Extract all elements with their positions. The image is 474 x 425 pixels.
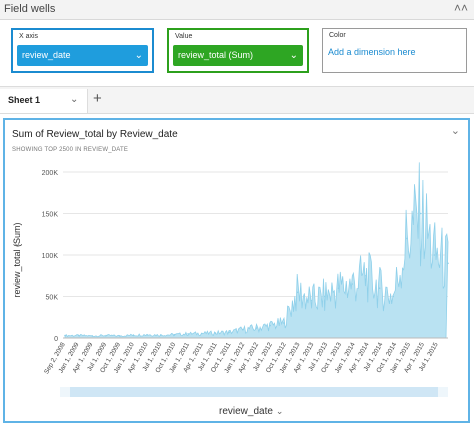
data-point — [77, 334, 80, 337]
data-point — [337, 287, 340, 289]
value-well-label: Value — [175, 33, 193, 40]
x-axis-well[interactable]: X axis review_date ⌄ — [11, 28, 154, 73]
data-point — [419, 212, 422, 215]
data-point — [310, 299, 313, 302]
data-point — [132, 334, 135, 336]
data-point — [118, 335, 121, 337]
visual-subtitle: SHOWING TOP 2500 IN REVIEW_DATE — [12, 147, 129, 153]
data-point — [146, 333, 148, 336]
chevron-down-icon[interactable]: ⌄ — [450, 125, 460, 137]
color-well-label: Color — [329, 32, 346, 39]
value-well[interactable]: Value review_total (Sum) ⌄ — [167, 28, 309, 73]
data-point — [269, 324, 271, 327]
data-point — [406, 237, 408, 240]
y-tick-label: 100K — [42, 253, 59, 260]
y-tick-label: 50K — [46, 295, 59, 302]
color-well[interactable]: Color Add a dimension here — [322, 28, 467, 73]
x-axis-field-label[interactable]: review_date ⌄ — [219, 406, 283, 417]
data-point — [242, 328, 244, 331]
data-point — [283, 322, 285, 324]
collapse-icon[interactable]: ˄˄ — [453, 1, 468, 15]
data-point — [173, 333, 176, 336]
field-wells-header[interactable]: Field wells ˄˄ — [0, 0, 474, 20]
data-point — [365, 274, 367, 277]
x-axis-well-label: X axis — [19, 33, 39, 40]
data-point — [200, 332, 203, 335]
data-point — [433, 254, 436, 256]
data-point — [296, 291, 299, 294]
y-tick-label: 0 — [54, 336, 58, 343]
y-axis-chevron-icon[interactable]: ⌄ — [13, 238, 22, 249]
data-point — [159, 334, 162, 336]
data-point — [105, 334, 107, 337]
chart-scrollbar[interactable] — [60, 387, 448, 397]
chevron-down-icon[interactable]: ⌄ — [275, 406, 284, 416]
sheet-tab-bar: Sheet 1 ⌄ + — [0, 86, 474, 114]
chart-scrollbar-thumb[interactable] — [70, 387, 438, 397]
value-field-pill[interactable]: review_total (Sum) ⌄ — [173, 45, 303, 66]
data-point — [187, 333, 189, 335]
data-point — [228, 331, 230, 333]
tab-sheet-1[interactable]: Sheet 1 ⌄ — [0, 89, 88, 113]
value-field-name: review_total (Sum) — [178, 50, 254, 60]
chevron-down-icon[interactable]: ⌄ — [70, 94, 79, 105]
add-sheet-button[interactable]: + — [93, 90, 102, 107]
data-point — [214, 332, 217, 334]
visual-title: Sum of Review_total by Review_date — [12, 129, 178, 140]
field-wells: X axis review_date ⌄ Value review_total … — [0, 21, 474, 83]
x-axis-field-pill[interactable]: review_date ⌄ — [17, 45, 148, 66]
data-point — [255, 327, 258, 329]
add-dimension-link[interactable]: Add a dimension here — [328, 47, 416, 57]
data-point — [324, 295, 326, 298]
data-point — [91, 335, 94, 337]
y-tick-label: 150K — [42, 212, 59, 219]
data-point — [392, 295, 395, 298]
data-point — [351, 283, 354, 285]
data-point — [64, 334, 66, 337]
y-tick-label: 200K — [42, 170, 59, 177]
chevron-down-icon[interactable]: ⌄ — [134, 50, 143, 61]
x-axis-field-name: review_date — [22, 50, 71, 60]
tab-label: Sheet 1 — [8, 95, 41, 105]
y-axis-title: review_total (Sum) — [12, 222, 22, 297]
x-axis-title: review_date — [219, 406, 273, 417]
chart-visual[interactable]: Sum of Review_total by Review_date SHOWI… — [3, 118, 470, 423]
field-wells-title: Field wells — [4, 3, 56, 15]
area-series — [64, 162, 449, 339]
data-point — [378, 287, 381, 289]
chevron-down-icon[interactable]: ⌄ — [289, 50, 298, 61]
data-point — [447, 262, 449, 265]
